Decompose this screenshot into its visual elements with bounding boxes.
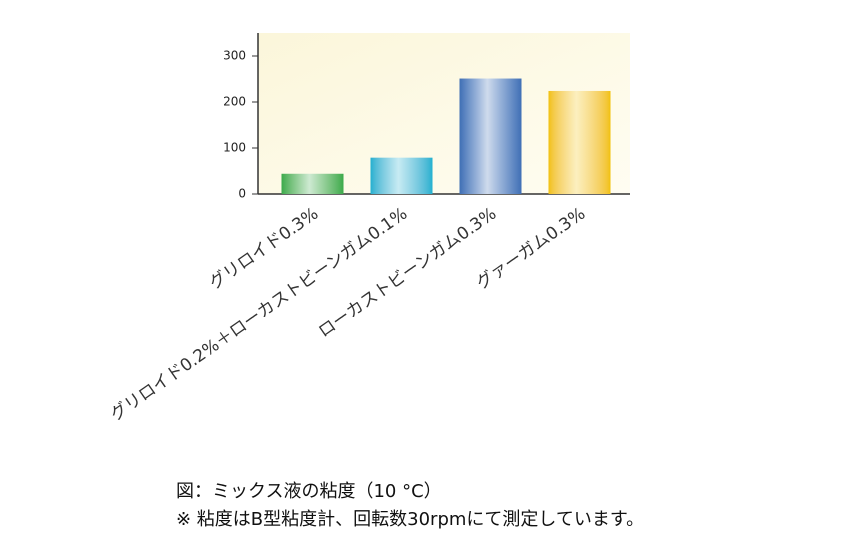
y-tick-label: 200 [223, 95, 246, 109]
bar [281, 173, 344, 194]
caption: ※ 粘度はB型粘度計、回転数30rpmにて測定しています。 [176, 509, 644, 530]
bar [370, 157, 433, 194]
x-tick-label: グリロイド0.2%＋ローカストビーンガム0.1% [107, 204, 411, 425]
x-tick-label: ローカストビーンガム0.3% [315, 204, 500, 342]
y-tick-label: 0 [238, 187, 246, 201]
bar [459, 78, 522, 194]
y-tick-label: 300 [223, 49, 246, 63]
y-tick-label: 100 [223, 141, 246, 155]
caption: 図：ミックス液の粘度（10 °C） [176, 481, 442, 502]
bar [548, 90, 611, 194]
